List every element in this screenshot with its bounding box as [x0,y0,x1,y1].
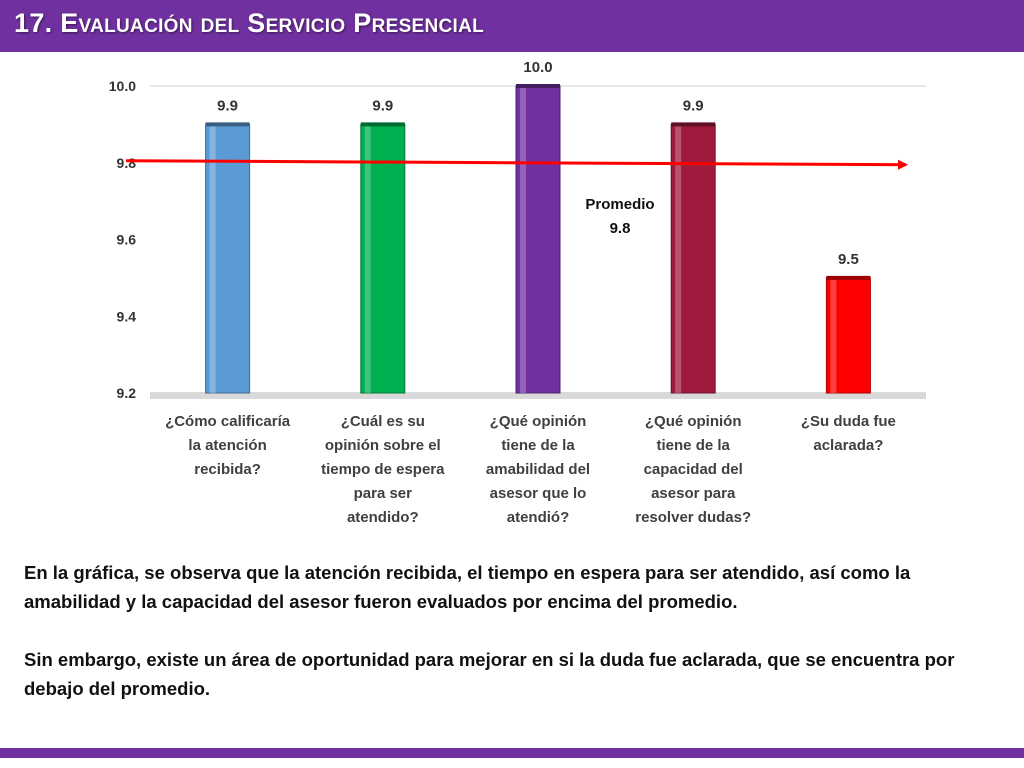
summary-text: En la gráfica, se observa que la atenció… [24,558,1004,732]
data-label: 10.0 [523,59,552,76]
y-tick-label: 9.4 [117,308,137,324]
bar-highlight [675,126,682,393]
category-label: ¿Qué opinión tiene de la capacidad del ases… [635,413,751,526]
y-tick-label: 9.8 [117,155,137,171]
bar [825,277,871,394]
bar-cap [671,122,716,127]
bar-cap [205,122,250,127]
bar-highlight [209,126,216,393]
bar-cap [826,275,871,280]
category-label: ¿Su duda fue aclarada? [801,413,896,454]
title-bar: 17. Evaluación del Servicio Presencial [0,0,1024,52]
bar-highlight [830,279,837,393]
data-label: 9.9 [683,97,704,114]
bar-cap [516,84,560,88]
bar-series: 9.9 9.9 10.0 9.9 9.5 [205,59,871,394]
y-tick-label: 9.2 [117,385,137,401]
footer-bar [0,748,1024,758]
category-label: ¿Cómo calificaría la atención recibida? [165,413,291,478]
x-axis-floor [150,392,926,399]
page-title: 17. Evaluación del Servicio Presencial [14,8,485,38]
bar-chart: 9.2 9.4 9.6 9.8 10.0 9.9 9.9 10.0 9.9 9.5 Promed… [109,59,926,526]
average-line-group: Promedio 9.8 [125,159,908,237]
bar-highlight [520,88,526,393]
y-tick-label: 10.0 [109,78,136,94]
data-label: 9.9 [372,97,393,114]
average-line [125,159,908,170]
bar-highlight [364,126,371,393]
bar [670,123,716,394]
category-axis: ¿Cómo calificaría la atención recibida? ¿Cu… [165,413,896,526]
bar [360,123,406,394]
bar-cap [360,122,405,127]
bar [515,85,561,394]
average-label: Promedio [585,196,654,213]
summary-paragraph-1: En la gráfica, se observa que la atenció… [24,562,911,612]
average-value: 9.8 [610,220,631,237]
data-label: 9.9 [217,97,238,114]
category-label: ¿Cuál es su opinión sobre el tiempo de esp… [321,413,445,526]
y-tick-label: 9.6 [117,232,137,248]
data-label: 9.5 [838,251,859,268]
category-label: ¿Qué opinión tiene de la amabilidad del ase… [486,413,590,526]
summary-paragraph-2: Sin embargo, existe un área de oportunid… [24,649,955,699]
